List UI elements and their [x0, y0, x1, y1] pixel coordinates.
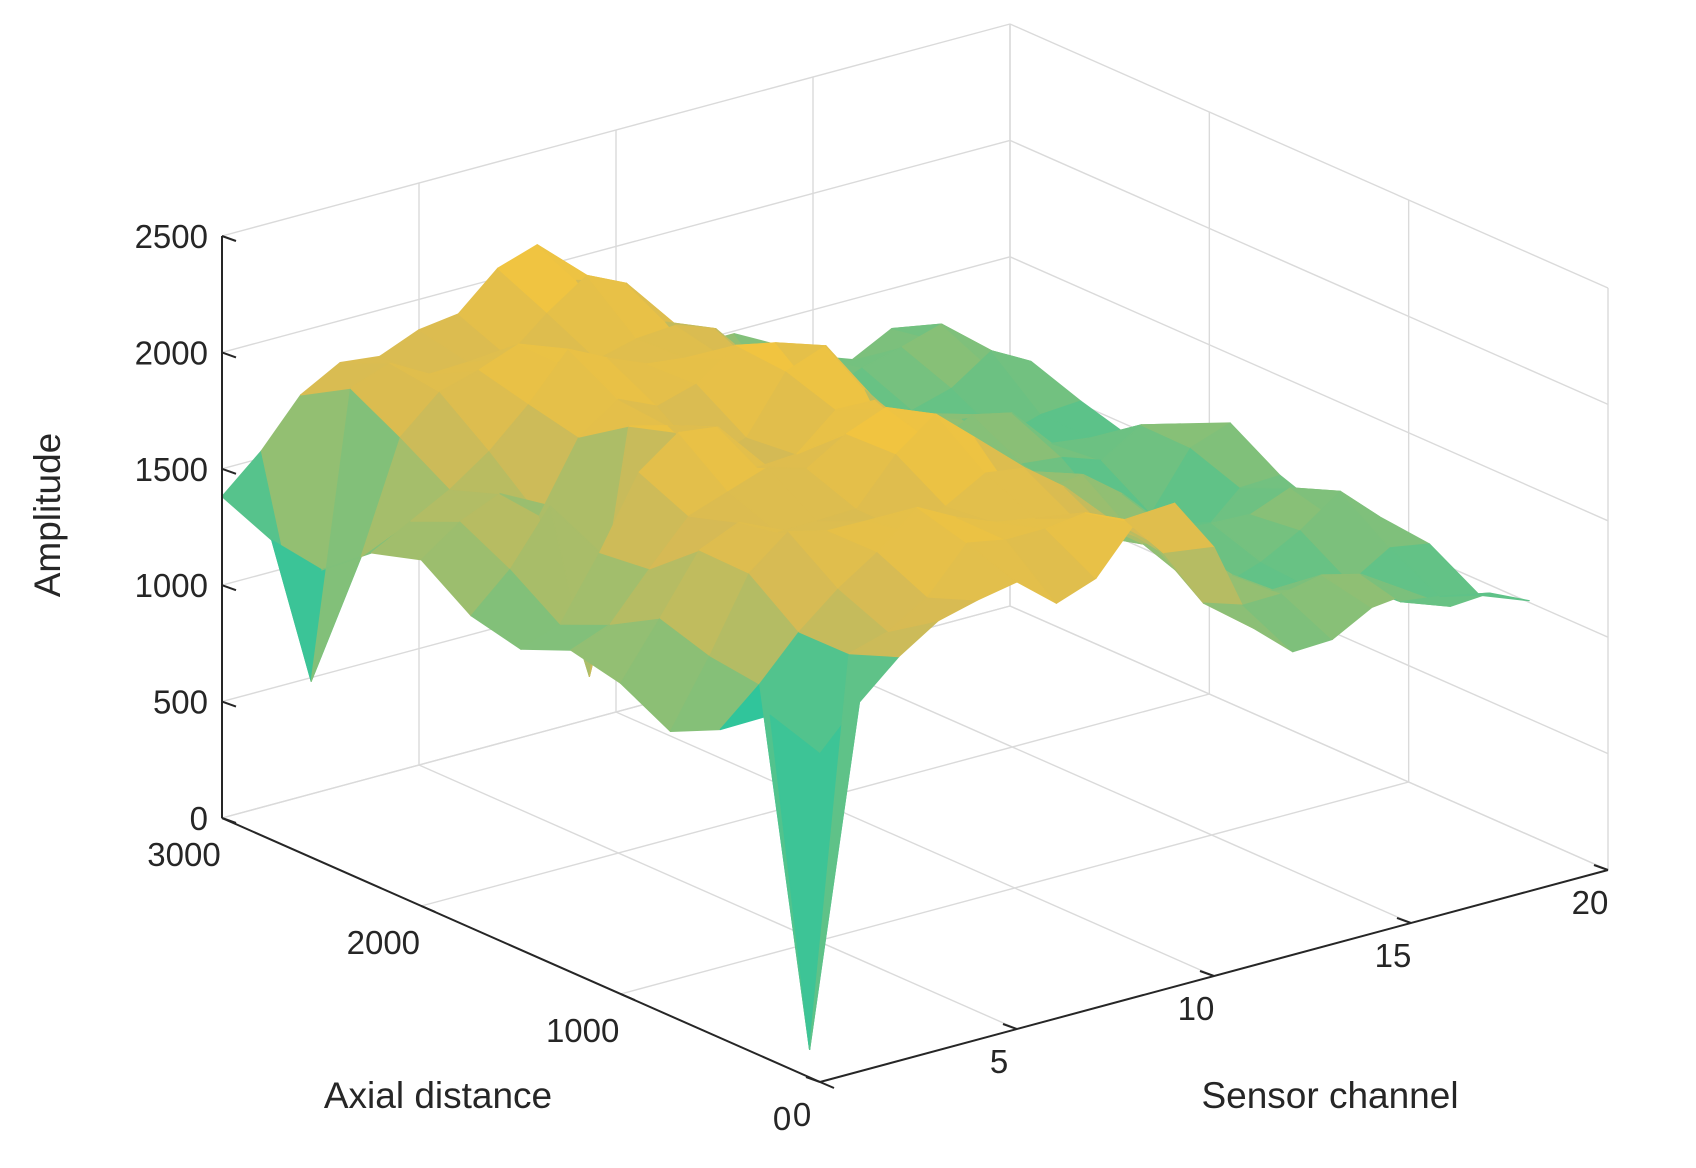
x-tick-label: 0 — [793, 1096, 811, 1133]
surface-patch — [1439, 592, 1530, 602]
z-tick-mark — [221, 817, 237, 824]
x-tick-mark — [1002, 1023, 1018, 1030]
x-tick-mark — [805, 1076, 821, 1083]
side-wall-grid-z — [1009, 23, 1609, 289]
x-tick-mark — [1593, 864, 1609, 871]
x-tick-mark — [1396, 917, 1412, 924]
z-tick-label: 1500 — [135, 451, 208, 488]
x-tick-label: 15 — [1375, 937, 1412, 974]
z-tick-label: 500 — [153, 684, 208, 721]
z-tick-label: 2500 — [135, 218, 208, 255]
y-axis-title: Axial distance — [324, 1075, 552, 1116]
y-tick-mark — [620, 993, 636, 1001]
z-tick-label: 0 — [190, 800, 208, 837]
y-tick-label: 0 — [773, 1100, 791, 1137]
y-tick-label: 3000 — [147, 836, 220, 873]
z-tick-mark — [221, 700, 237, 708]
z-tick-label: 2000 — [135, 334, 208, 371]
floor-grid-x — [418, 764, 1018, 1030]
z-tick-label: 1000 — [135, 567, 208, 604]
back-wall-grid-z — [221, 139, 1011, 354]
surface-layer — [221, 244, 1530, 1051]
z-axis-title: Amplitude — [27, 433, 68, 598]
y-tick-mark — [819, 1081, 835, 1089]
floor-grid-y — [620, 781, 1409, 995]
y-axis-line — [221, 817, 821, 1083]
y-tick-label: 2000 — [347, 924, 420, 961]
back-wall-grid-z — [221, 23, 1011, 237]
ticks-layer: 0510152001000200030000500100015002000250… — [135, 218, 1609, 1137]
x-tick-mark — [1199, 970, 1215, 977]
x-axis-title: Sensor channel — [1201, 1075, 1458, 1116]
x-tick-label: 10 — [1178, 990, 1215, 1027]
z-tick-mark — [221, 467, 237, 475]
side-wall-grid-z — [1009, 605, 1609, 871]
y-tick-mark — [420, 905, 436, 913]
z-tick-mark — [221, 584, 237, 592]
floor-grid-x — [615, 711, 1215, 977]
y-tick-label: 1000 — [546, 1012, 619, 1049]
z-tick-mark — [221, 351, 237, 359]
x-tick-label: 20 — [1572, 884, 1609, 921]
side-wall-grid-z — [1009, 139, 1609, 406]
x-tick-label: 5 — [990, 1043, 1008, 1080]
floor-grid-x — [812, 658, 1412, 924]
side-wall-grid-z — [1009, 256, 1609, 522]
z-tick-mark — [221, 235, 237, 242]
